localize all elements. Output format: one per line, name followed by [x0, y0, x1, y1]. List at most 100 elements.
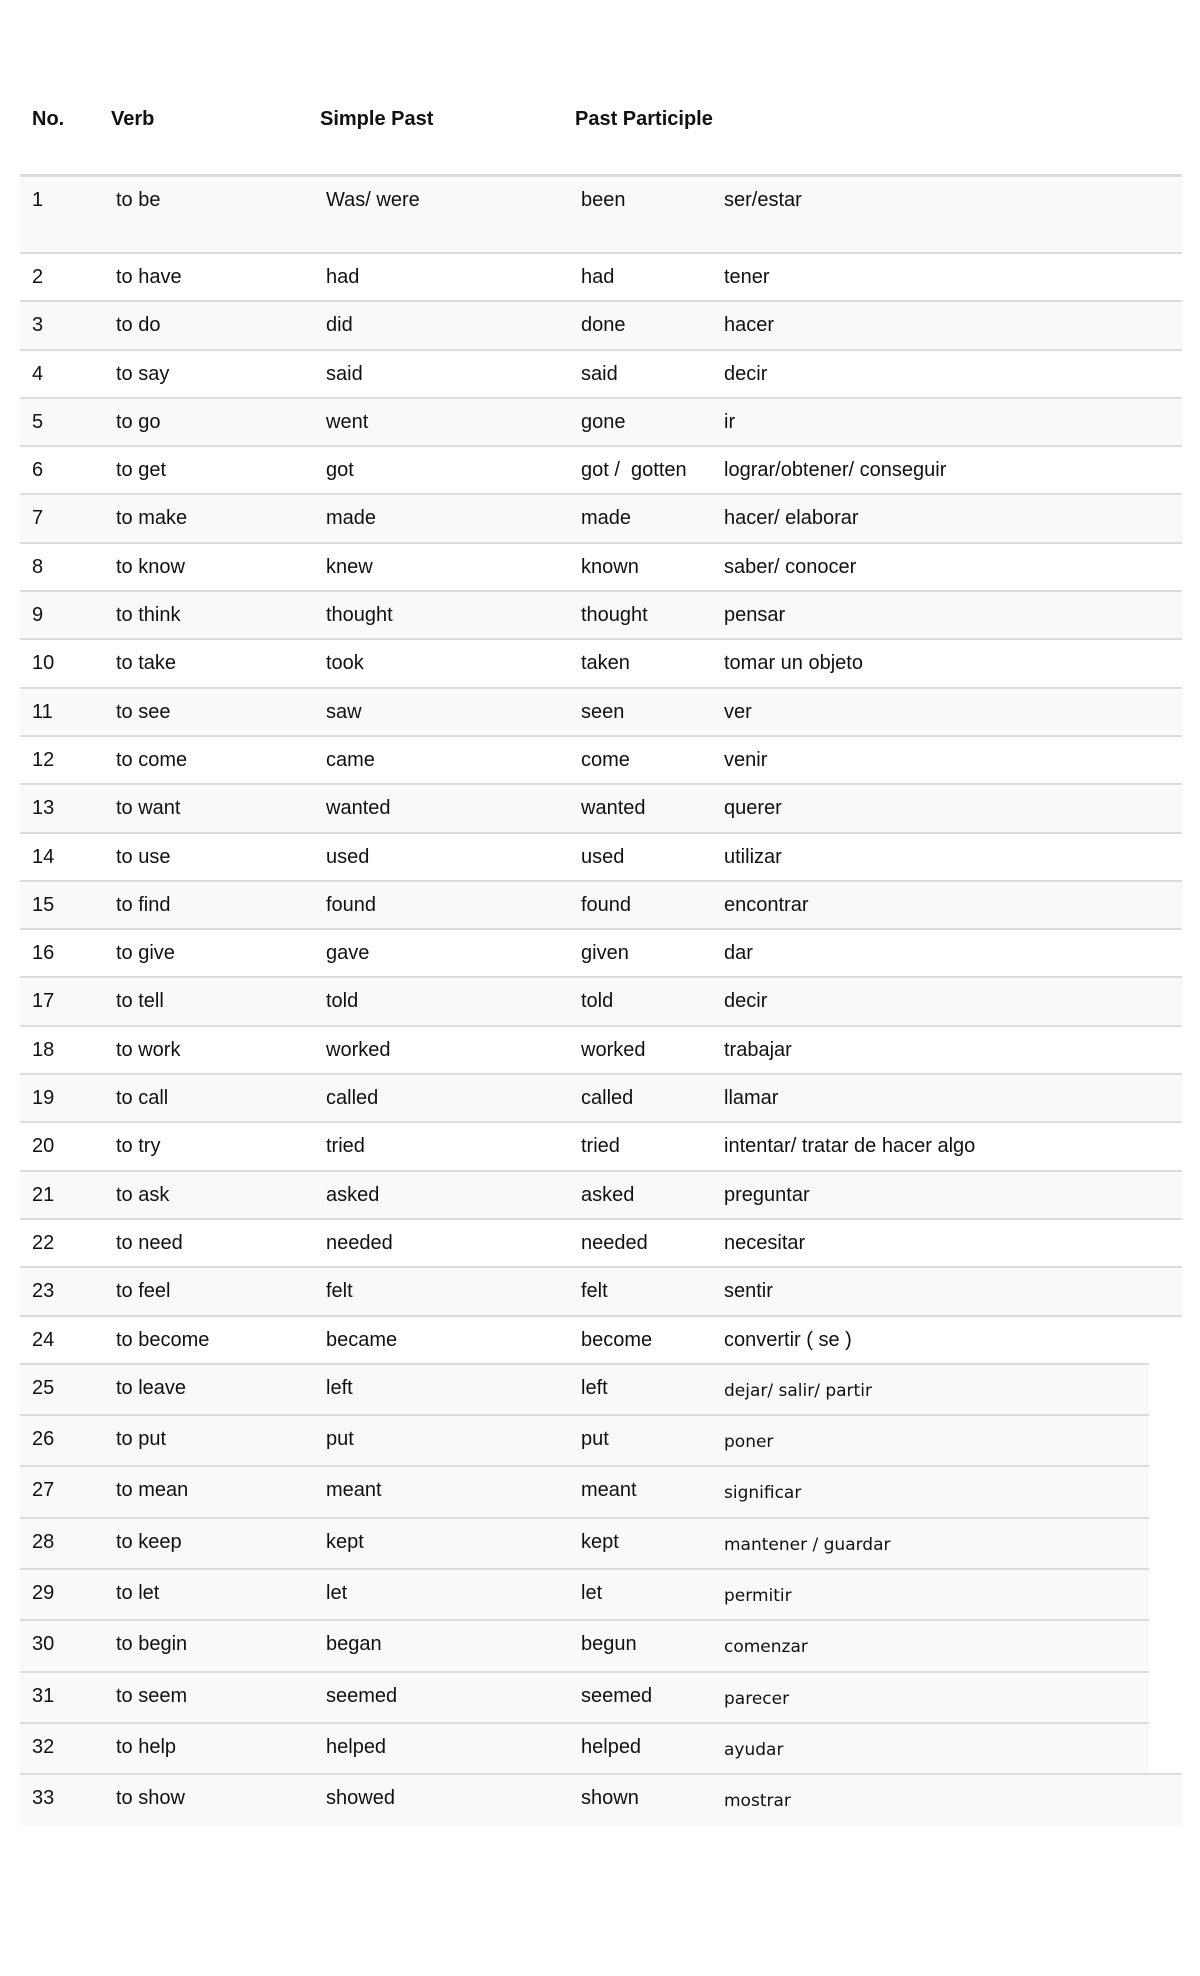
cell-translation: ir: [724, 410, 736, 433]
cell-number: 7: [32, 507, 44, 530]
table-row: 3 to do did done hacer: [20, 300, 1182, 349]
cell-simple-past: found: [326, 893, 377, 916]
cell-simple-past: had: [326, 266, 360, 288]
cell-translation: lograr/obtener/ conseguir: [724, 459, 947, 482]
cell-translation: saber/ conocer: [724, 555, 857, 578]
cell-simple-past: went: [326, 410, 369, 433]
cell-simple-past: kept: [326, 1530, 364, 1553]
cell-verb: to want: [116, 797, 181, 820]
cell-verb: to do: [116, 314, 161, 337]
cell-past-participle: found: [581, 893, 632, 916]
cell-verb: to let: [116, 1582, 160, 1605]
cell-number: 29: [32, 1582, 55, 1605]
cell-verb: to begin: [116, 1633, 188, 1656]
cell-simple-past: Was/ were: [326, 189, 420, 211]
cell-simple-past: felt: [326, 1280, 353, 1303]
cell-translation: ser/estar: [724, 189, 802, 211]
cell-number: 26: [32, 1428, 55, 1451]
cell-past-participle: shown: [581, 1787, 639, 1810]
cell-past-participle: meant: [581, 1479, 637, 1502]
table-header: No. Verb Simple Past Past Participle: [0, 108, 1200, 138]
table-row: 23 to feel felt felt sentir: [20, 1266, 1182, 1315]
cell-past-participle: kept: [581, 1530, 619, 1553]
cell-translation: convertir ( se ): [724, 1328, 852, 1351]
table-row: 8 to know knew known saber/ conocer: [20, 541, 1182, 590]
verb-table: 1 to be Was/ were been ser/estar 2 to have had h…: [20, 174, 1182, 1825]
cell-translation: mantener / guardar: [724, 1534, 891, 1555]
cell-number: 1: [32, 189, 44, 211]
cell-translation: sentir: [724, 1280, 773, 1303]
cell-verb: to become: [116, 1328, 210, 1351]
table-row: 1 to be Was/ were been ser/estar: [20, 174, 1182, 252]
cell-translation: comenzar: [724, 1637, 808, 1658]
cell-simple-past: left: [326, 1376, 353, 1399]
cell-past-participle: seemed: [581, 1684, 653, 1707]
cell-number: 12: [32, 748, 55, 771]
cell-simple-past: tried: [326, 1135, 365, 1158]
table-row: 24 to become became become convertir ( se ): [20, 1314, 1182, 1363]
cell-verb: to have: [116, 266, 182, 288]
table-row: 4 to say said said decir: [20, 348, 1182, 397]
cell-simple-past: came: [326, 748, 375, 771]
cell-past-participle: helped: [581, 1735, 642, 1758]
cell-number: 3: [32, 314, 44, 337]
cell-verb: to make: [116, 507, 188, 530]
cell-verb: to call: [116, 1087, 169, 1110]
cell-number: 15: [32, 893, 55, 916]
cell-simple-past: put: [326, 1428, 354, 1451]
cell-past-participle: told: [581, 990, 614, 1013]
cell-past-participle: put: [581, 1428, 609, 1451]
table-row: 21 to ask asked asked preguntar: [20, 1169, 1182, 1218]
cell-number: 2: [32, 266, 44, 288]
cell-translation: ver: [724, 700, 752, 723]
table-row: 12 to come came come venir: [20, 734, 1182, 783]
cell-simple-past: saw: [326, 700, 362, 723]
cell-number: 33: [32, 1787, 55, 1810]
cell-number: 9: [32, 604, 44, 627]
cell-translation: tener: [724, 266, 770, 288]
cell-translation: decir: [724, 362, 768, 385]
cell-translation: ayudar: [724, 1739, 784, 1760]
cell-verb: to be: [116, 189, 161, 211]
cell-verb: to help: [116, 1735, 177, 1758]
cell-verb: to go: [116, 410, 161, 433]
cell-translation: encontrar: [724, 893, 809, 916]
cell-simple-past: began: [326, 1633, 382, 1656]
cell-translation: querer: [724, 797, 782, 820]
cell-translation: parecer: [724, 1688, 790, 1709]
table-row: 26 to put put put poner: [20, 1414, 1149, 1466]
table-row: 32 to help helped helped ayudar: [20, 1721, 1149, 1774]
cell-number: 19: [32, 1087, 55, 1110]
cell-verb: to find: [116, 893, 171, 916]
table-row: 18 to work worked worked trabajar: [20, 1024, 1182, 1073]
cell-verb: to think: [116, 604, 181, 627]
cell-simple-past: worked: [326, 1038, 391, 1061]
cell-simple-past: needed: [326, 1231, 393, 1254]
cell-translation: poner: [724, 1432, 774, 1453]
cell-number: 20: [32, 1135, 55, 1158]
cell-simple-past: did: [326, 314, 353, 337]
cell-verb: to know: [116, 555, 185, 578]
table-row: 20 to try tried tried intentar/ tratar de ha…: [20, 1121, 1182, 1169]
cell-translation: intentar/ tratar de hacer algo: [724, 1135, 976, 1158]
cell-past-participle: asked: [581, 1183, 635, 1206]
cell-simple-past: let: [326, 1582, 348, 1605]
table-row: 7 to make made made hacer/ elaborar: [20, 493, 1182, 542]
cell-past-participle: used: [581, 845, 625, 868]
cell-verb: to mean: [116, 1479, 189, 1502]
cell-translation: pensar: [724, 604, 786, 627]
cell-past-participle: had: [581, 266, 615, 288]
table-row: 22 to need needed needed necesitar: [20, 1217, 1182, 1266]
cell-past-participle: let: [581, 1582, 603, 1605]
cell-verb: to give: [116, 942, 175, 965]
cell-translation: preguntar: [724, 1183, 810, 1206]
cell-verb: to feel: [116, 1280, 171, 1303]
table-row: 15 to find found found encontrar: [20, 879, 1182, 929]
cell-past-participle: been: [581, 189, 626, 211]
cell-translation: trabajar: [724, 1038, 792, 1061]
cell-number: 10: [32, 652, 55, 675]
cell-past-participle: thought: [581, 604, 648, 627]
cell-number: 22: [32, 1231, 55, 1254]
cell-number: 14: [32, 845, 55, 868]
table-row: 13 to want wanted wanted querer: [20, 783, 1182, 832]
